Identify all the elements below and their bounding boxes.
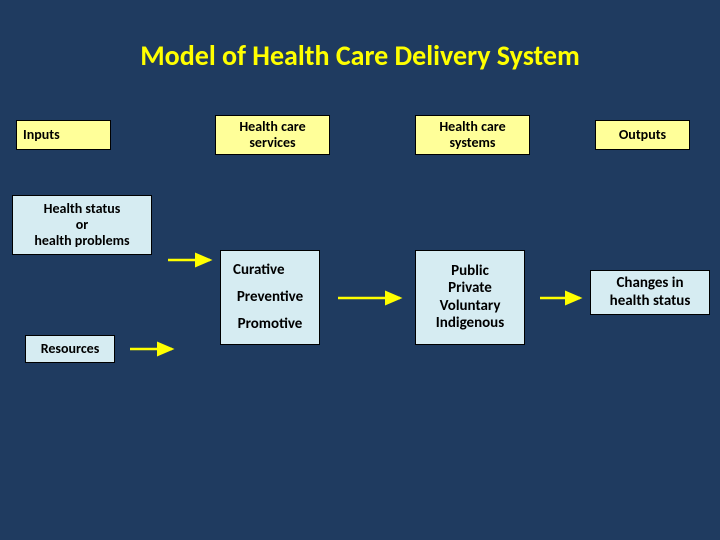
arrows-layer [0,0,720,540]
